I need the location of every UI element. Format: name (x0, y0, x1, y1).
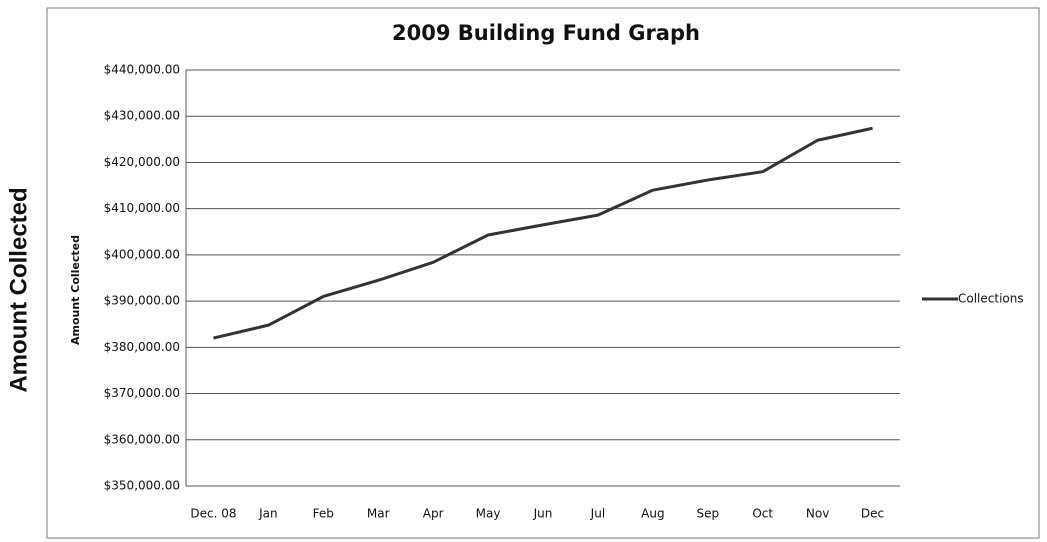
x-tick-label: Jan (258, 507, 278, 521)
y-axis-label: Amount Collected (69, 235, 82, 345)
x-tick-label: Jun (533, 507, 553, 521)
x-tick-label: Dec (861, 507, 884, 521)
y-tick-label: $370,000.00 (104, 386, 180, 400)
x-tick-label: Oct (752, 507, 773, 521)
y-tick-label: $350,000.00 (104, 479, 180, 493)
x-tick-label: Dec. 08 (190, 507, 236, 521)
x-tick-label: Aug (641, 507, 664, 521)
y-tick-label: $360,000.00 (104, 432, 180, 446)
y-tick-label: $400,000.00 (104, 247, 180, 261)
x-tick-label: May (476, 507, 501, 521)
page-label: Amount Collected (5, 187, 32, 392)
y-tick-label: $430,000.00 (104, 109, 180, 123)
x-tick-label: Jul (590, 507, 605, 521)
legend-label: Collections (958, 292, 1024, 306)
y-tick-label: $420,000.00 (104, 155, 180, 169)
y-tick-label: $440,000.00 (104, 63, 180, 77)
x-tick-label: Apr (423, 507, 444, 521)
chart-title: 2009 Building Fund Graph (392, 21, 700, 45)
x-tick-label: Nov (806, 507, 829, 521)
x-tick-label: Feb (313, 507, 334, 521)
y-tick-label: $390,000.00 (104, 294, 180, 308)
y-tick-label: $380,000.00 (104, 340, 180, 354)
chart-border (46, 7, 1040, 539)
y-tick-label: $410,000.00 (104, 201, 180, 215)
x-tick-label: Sep (696, 507, 719, 521)
series-line (213, 126, 873, 340)
x-tick-label: Mar (367, 507, 390, 521)
